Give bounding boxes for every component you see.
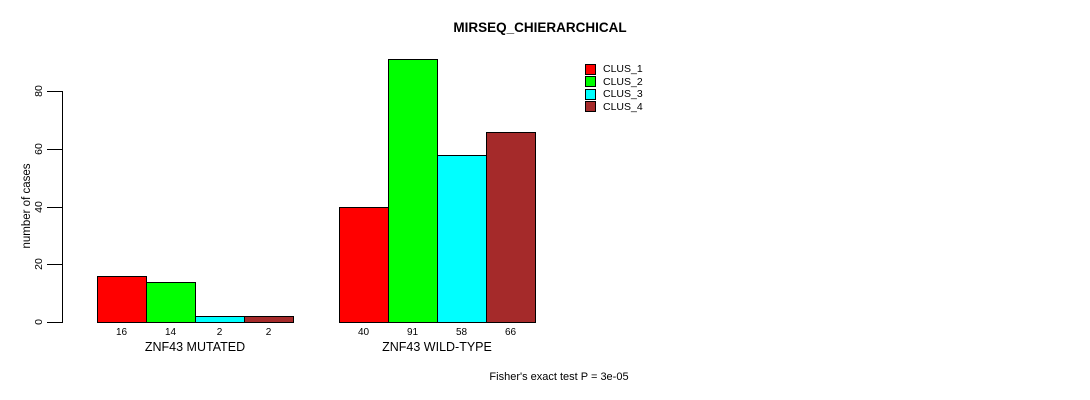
x-category-label: ZNF43 MUTATED (144, 340, 246, 354)
y-tick-mark (47, 264, 62, 265)
legend-label: CLUS_2 (603, 75, 643, 88)
y-tick-label: 80 (33, 85, 45, 97)
legend: CLUS_1 CLUS_2 CLUS_3 CLUS_4 (585, 63, 643, 113)
y-tick-label: 60 (33, 143, 45, 155)
bar-value-label: 66 (504, 327, 517, 338)
legend-swatch-icon (585, 88, 596, 100)
bar-value-label: 91 (406, 327, 419, 338)
bar-clus_2-group2 (388, 59, 438, 323)
bar-value-label: 2 (216, 327, 223, 338)
legend-item-clus_2: CLUS_2 (585, 76, 643, 89)
x-category-label: ZNF43 WILD-TYPE (382, 340, 492, 354)
legend-label: CLUS_1 (603, 63, 643, 75)
bar-clus_4-group2 (486, 132, 536, 323)
y-axis-label: number of cases (21, 163, 33, 249)
y-tick-mark (47, 91, 62, 92)
y-tick-mark (47, 322, 62, 323)
bar-value-label: 2 (265, 327, 272, 338)
y-tick-label: 40 (33, 201, 45, 213)
bar-clus_4-group1 (244, 316, 294, 323)
y-tick-mark (47, 207, 62, 208)
bar-clus_1-group1 (97, 276, 147, 323)
annotation-text: Fisher's exact test P = 3e-05 (489, 371, 629, 383)
legend-item-clus_1: CLUS_1 (585, 63, 643, 76)
bar-clus_1-group2 (339, 207, 389, 323)
bar-value-label: 16 (115, 327, 128, 338)
y-tick-mark (47, 149, 62, 150)
bar-clus_2-group1 (146, 282, 196, 323)
y-axis-line (62, 91, 63, 323)
y-tick-label: 0 (33, 319, 45, 325)
bar-value-label: 40 (357, 327, 370, 338)
bar-clus_3-group1 (195, 316, 245, 323)
legend-label: CLUS_3 (603, 88, 643, 100)
bar-value-label: 58 (455, 327, 468, 338)
bar-clus_3-group2 (437, 155, 487, 323)
chart-title: MIRSEQ_CHIERARCHICAL (453, 20, 627, 35)
legend-swatch-icon (585, 63, 596, 75)
bar-value-label: 14 (164, 327, 177, 338)
y-tick-label: 20 (33, 258, 45, 270)
legend-label: CLUS_4 (603, 100, 643, 113)
legend-swatch-icon (585, 76, 596, 88)
legend-item-clus_3: CLUS_3 (585, 88, 643, 101)
legend-item-clus_4: CLUS_4 (585, 101, 643, 114)
legend-swatch-icon (585, 101, 596, 113)
